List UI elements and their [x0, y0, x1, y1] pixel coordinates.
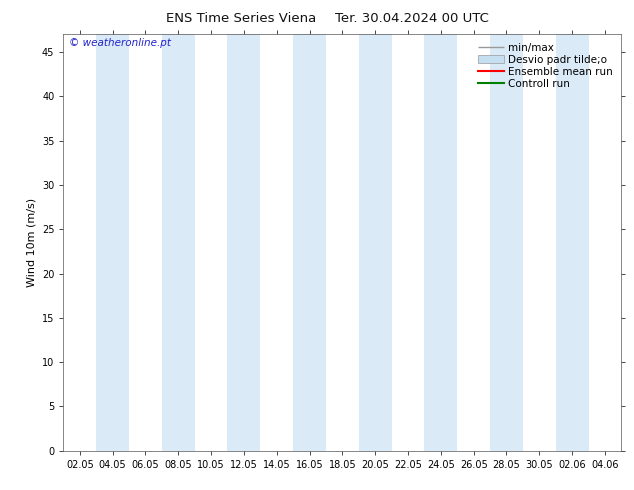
Bar — [359, 34, 392, 451]
Bar — [228, 34, 261, 451]
Text: Ter. 30.04.2024 00 UTC: Ter. 30.04.2024 00 UTC — [335, 12, 489, 25]
Bar — [555, 34, 588, 451]
Bar — [293, 34, 326, 451]
Bar — [424, 34, 457, 451]
Bar — [96, 34, 129, 451]
Bar — [490, 34, 523, 451]
Bar — [162, 34, 195, 451]
Text: © weatheronline.pt: © weatheronline.pt — [69, 38, 171, 49]
Text: ENS Time Series Viena: ENS Time Series Viena — [166, 12, 316, 25]
Y-axis label: Wind 10m (m/s): Wind 10m (m/s) — [27, 198, 36, 287]
Legend: min/max, Desvio padr tilde;o, Ensemble mean run, Controll run: min/max, Desvio padr tilde;o, Ensemble m… — [475, 40, 616, 92]
